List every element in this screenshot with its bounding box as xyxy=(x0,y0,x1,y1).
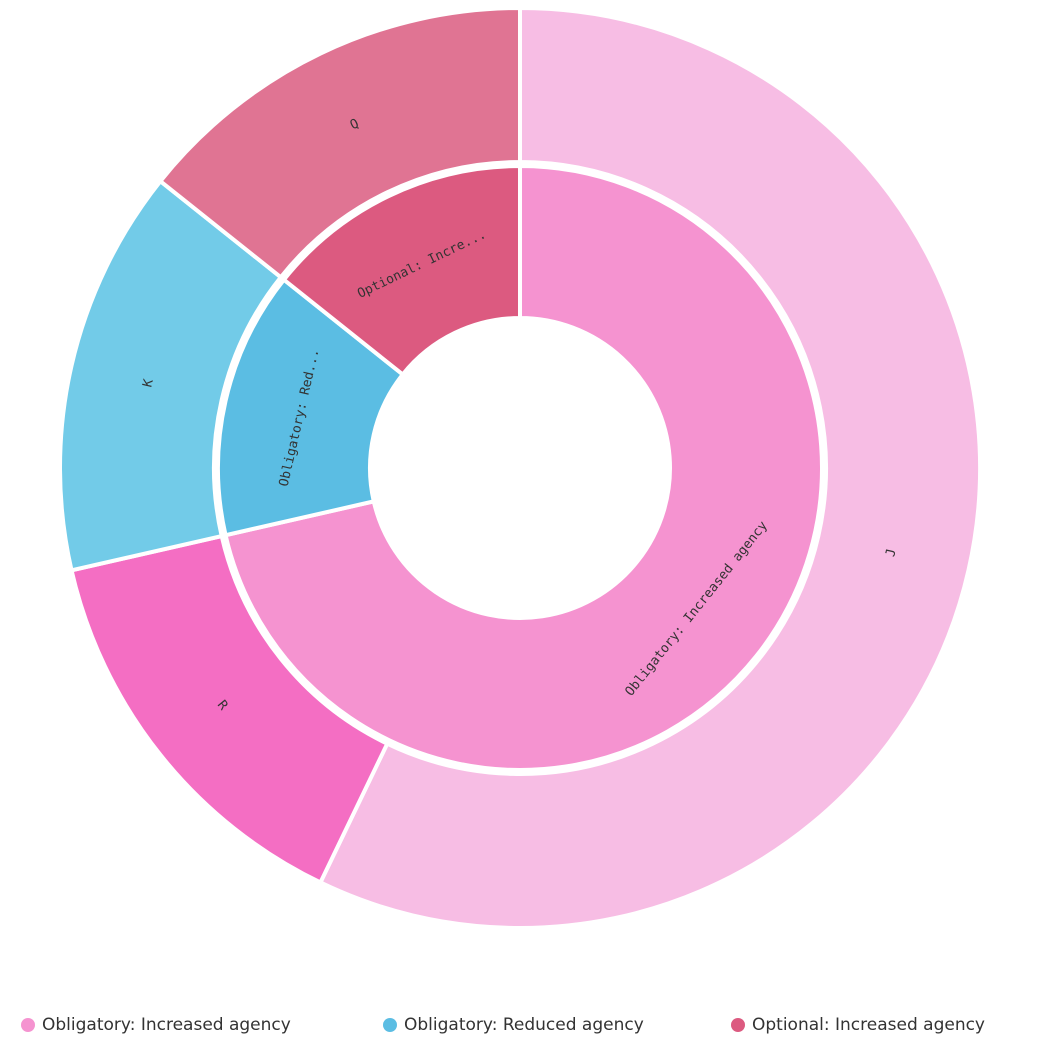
outer-segment xyxy=(157,5,522,281)
legend-label: Obligatory: Increased agency xyxy=(42,1015,291,1035)
inner-segment xyxy=(216,276,406,538)
legend-label: Optional: Increased agency xyxy=(752,1015,985,1035)
inner-segment xyxy=(223,163,824,772)
segment-label: J xyxy=(883,547,899,558)
inner-segment xyxy=(281,163,522,378)
legend-marker xyxy=(383,1018,397,1032)
segment-label: K xyxy=(140,378,156,389)
outer-segment xyxy=(317,5,982,930)
outer-segment xyxy=(58,178,284,573)
outer-segment xyxy=(69,533,390,886)
legend-label: Obligatory: Reduced agency xyxy=(404,1015,644,1035)
legend-marker xyxy=(731,1018,745,1032)
legend-marker xyxy=(21,1018,35,1032)
